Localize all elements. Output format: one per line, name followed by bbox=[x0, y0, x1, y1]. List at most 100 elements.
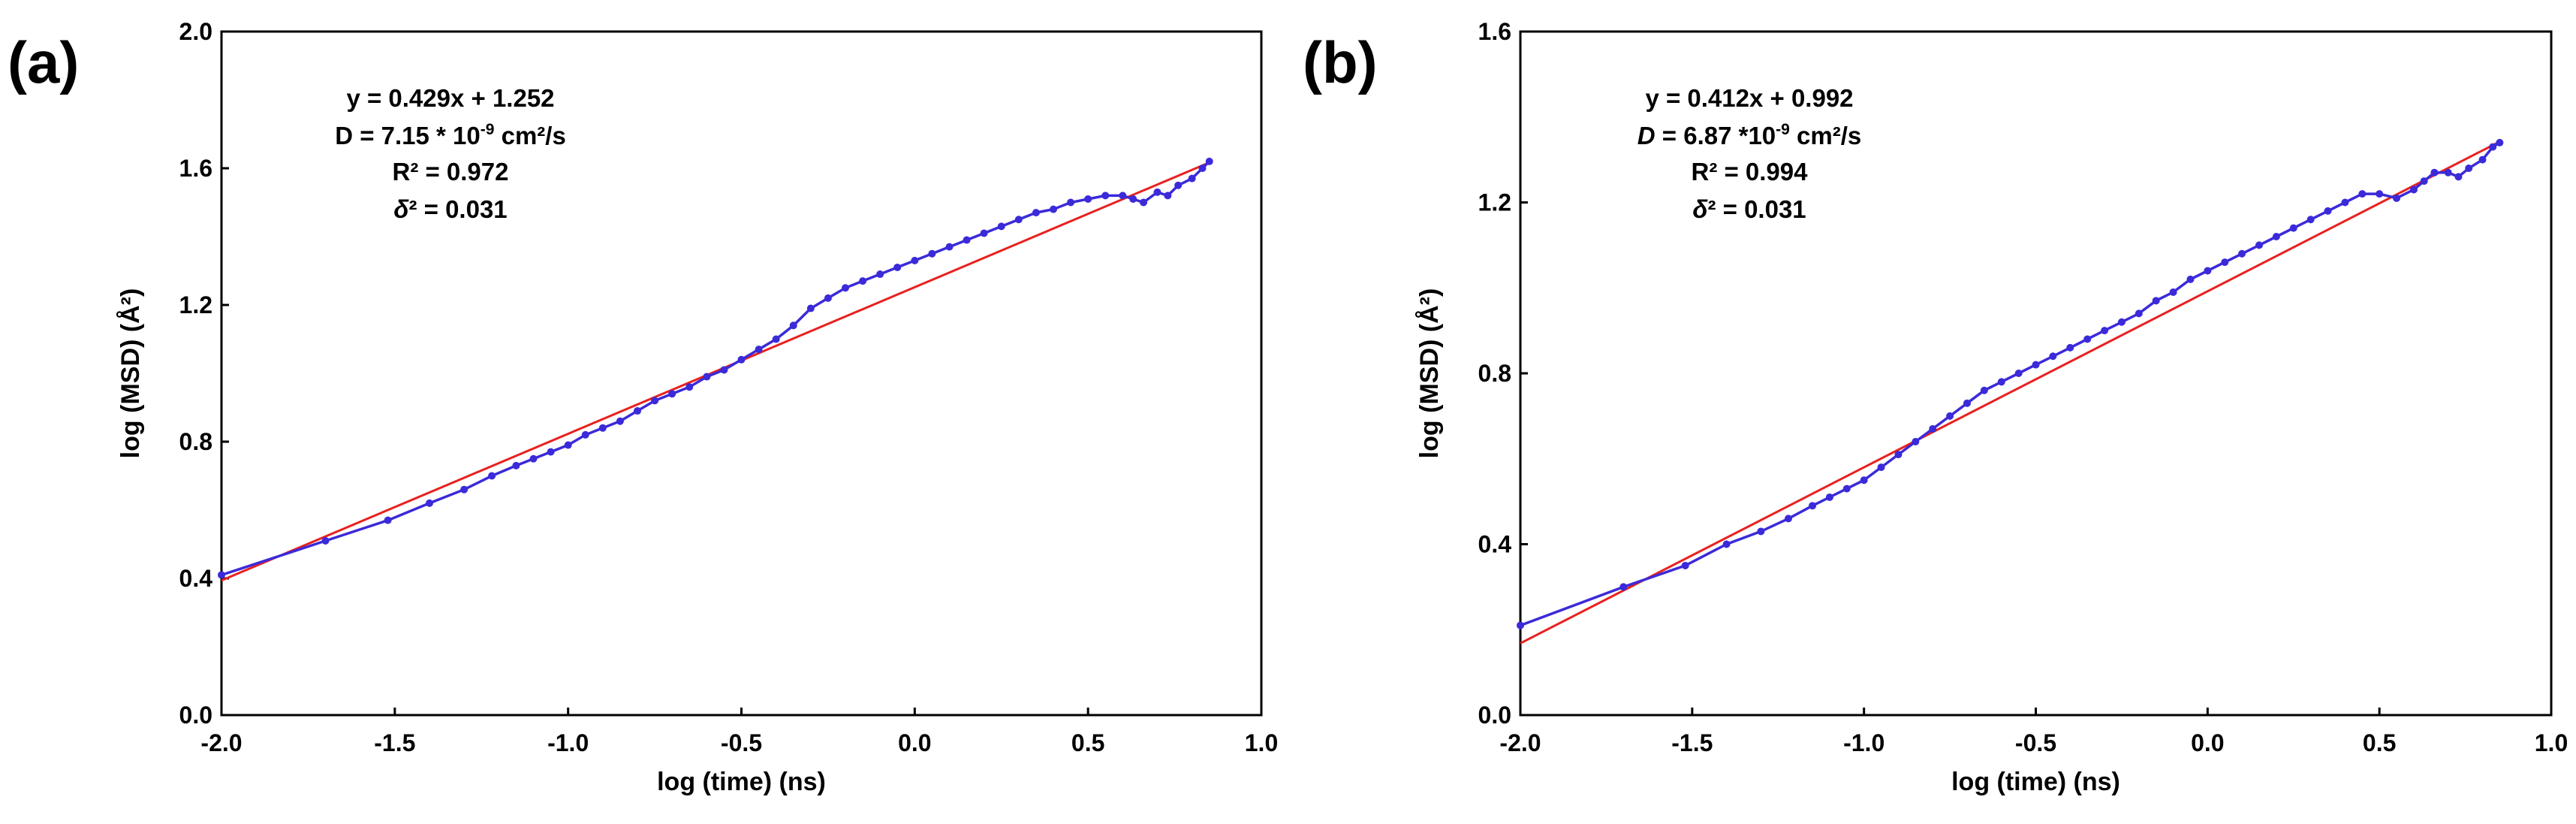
fit-line-a bbox=[221, 161, 1210, 582]
msd-data-point-b bbox=[2358, 190, 2367, 198]
msd-data-point-b bbox=[2430, 168, 2439, 177]
fit-line-b bbox=[1520, 140, 2501, 644]
y-tick-label-b: 1.2 bbox=[1478, 189, 1511, 216]
msd-data-point-a bbox=[842, 284, 849, 292]
msd-data-point-b bbox=[2465, 164, 2473, 172]
msd-data-point-b bbox=[1681, 561, 1689, 569]
msd-data-point-b bbox=[2135, 309, 2143, 318]
msd-data-point-b bbox=[2152, 297, 2160, 305]
msd-data-point-b bbox=[2324, 207, 2332, 215]
msd-data-point-b bbox=[1946, 412, 1954, 420]
msd-data-point-a bbox=[460, 485, 469, 493]
fit-equation-a: y = 0.429x + 1.252 bbox=[346, 84, 554, 112]
msd-data-point-a bbox=[512, 461, 520, 469]
delta-squared-b: δ² = 0.031 bbox=[1692, 195, 1806, 223]
msd-data-point-b bbox=[2083, 335, 2092, 343]
msd-data-point-b bbox=[2489, 143, 2497, 151]
msd-data-point-b bbox=[1619, 583, 1628, 591]
msd-data-point-b bbox=[2049, 352, 2057, 361]
msd-data-point-b bbox=[2032, 361, 2040, 369]
msd-data-point-a bbox=[1084, 195, 1092, 203]
fit-equation-b: y = 0.412x + 0.992 bbox=[1645, 84, 1853, 112]
msd-data-point-b bbox=[2169, 288, 2177, 296]
msd-data-point-b bbox=[1894, 451, 1903, 459]
msd-data-point-a bbox=[737, 355, 746, 364]
y-tick-label-a: 0.4 bbox=[179, 565, 213, 592]
msd-data-point-a bbox=[426, 499, 433, 507]
x-tick-label-b: -1.5 bbox=[1671, 729, 1713, 756]
msd-data-point-a bbox=[1188, 174, 1196, 183]
msd-data-point-b bbox=[2066, 343, 2074, 352]
y-tick-label-a: 0.8 bbox=[179, 428, 212, 455]
msd-data-point-a bbox=[1014, 216, 1023, 224]
msd-data-point-b bbox=[1980, 386, 1988, 394]
y-tick-label-b: 0.4 bbox=[1478, 531, 1512, 558]
msd-data-point-b bbox=[2444, 168, 2452, 177]
panel-label-a: (a) bbox=[8, 29, 79, 95]
msd-data-point-b bbox=[2272, 233, 2280, 240]
msd-data-point-a bbox=[963, 236, 971, 244]
r-squared-b: R² = 0.994 bbox=[1691, 158, 1808, 186]
y-tick-label-a: 2.0 bbox=[179, 18, 212, 45]
msd-data-point-a bbox=[1174, 181, 1183, 189]
msd-data-point-b bbox=[1997, 378, 2005, 386]
msd-data-point-a bbox=[1153, 188, 1161, 196]
msd-data-point-a bbox=[218, 571, 225, 579]
msd-data-point-b bbox=[2376, 190, 2384, 198]
msd-data-point-a bbox=[980, 229, 988, 237]
msd-series-line-a bbox=[221, 160, 1211, 577]
x-tick-label-a: -0.5 bbox=[721, 729, 762, 756]
x-tick-label-b: -2.0 bbox=[1499, 729, 1541, 756]
y-axis-label-b: log (MSD) (Å²) bbox=[1415, 288, 1444, 459]
y-tick-label-a: 1.6 bbox=[179, 155, 212, 182]
x-axis-label-a: log (time) (ns) bbox=[657, 768, 826, 796]
msd-data-point-b bbox=[2496, 138, 2504, 146]
diffusion-coefficient-b: D = 6.87 *10-9 cm²/s bbox=[1637, 121, 1861, 149]
x-tick-label-b: 0.0 bbox=[2191, 729, 2224, 756]
msd-data-point-a bbox=[1050, 205, 1057, 213]
delta-squared-a: δ² = 0.031 bbox=[393, 195, 507, 223]
x-tick-label-b: -0.5 bbox=[2015, 729, 2056, 756]
x-axis-label-b: log (time) (ns) bbox=[1951, 768, 2120, 796]
panel-label-b: (b) bbox=[1303, 29, 1378, 95]
msd-data-point-b bbox=[2014, 370, 2023, 377]
msd-data-point-b bbox=[1929, 424, 1937, 433]
msd-data-point-a bbox=[755, 346, 763, 354]
msd-data-point-a bbox=[893, 263, 902, 271]
msd-data-point-a bbox=[1129, 195, 1137, 203]
msd-data-point-a bbox=[1067, 198, 1075, 207]
msd-data-point-a bbox=[876, 270, 884, 279]
msd-data-point-a bbox=[651, 397, 659, 405]
msd-data-point-b bbox=[1722, 540, 1731, 548]
msd-data-point-b bbox=[2221, 258, 2229, 267]
y-tick-label-b: 0.0 bbox=[1478, 702, 1511, 729]
x-tick-label-a: -1.0 bbox=[547, 729, 589, 756]
msd-data-point-b bbox=[2255, 241, 2263, 249]
msd-data-point-a bbox=[859, 277, 867, 285]
msd-data-point-b bbox=[2306, 216, 2315, 224]
msd-data-point-b bbox=[2101, 327, 2109, 335]
msd-data-point-b bbox=[2117, 318, 2126, 326]
x-tick-label-a: 0.5 bbox=[1071, 729, 1104, 756]
y-tick-label-a: 1.2 bbox=[179, 291, 212, 318]
msd-data-point-a bbox=[911, 256, 919, 264]
msd-data-point-a bbox=[1140, 198, 1148, 207]
msd-data-point-b bbox=[2393, 194, 2401, 202]
msd-data-point-a bbox=[720, 366, 728, 374]
msd-data-point-b bbox=[1757, 527, 1765, 536]
msd-data-point-a bbox=[547, 448, 555, 456]
x-tick-label-a: 0.0 bbox=[898, 729, 931, 756]
msd-data-point-b bbox=[2420, 177, 2428, 186]
msd-data-point-a bbox=[1164, 192, 1172, 200]
x-tick-label-a: 1.0 bbox=[1245, 729, 1278, 756]
msd-data-point-b bbox=[1877, 463, 1885, 472]
msd-data-point-b bbox=[2341, 198, 2349, 207]
annotation-block-b: y = 0.412x + 0.992 D = 6.87 *10-9 cm²/s … bbox=[1637, 84, 1861, 223]
x-tick-label-a: -2.0 bbox=[200, 729, 242, 756]
y-tick-label-b: 1.6 bbox=[1478, 18, 1511, 45]
annotation-block-a: y = 0.429x + 1.252 D = 7.15 * 10-9 cm²/s… bbox=[335, 84, 566, 223]
msd-data-point-a bbox=[384, 516, 392, 524]
msd-data-point-b bbox=[1912, 438, 1920, 445]
panel-b: (b) log (MSD) (Å²) log (time) (ns) y = 0… bbox=[1303, 18, 2568, 796]
